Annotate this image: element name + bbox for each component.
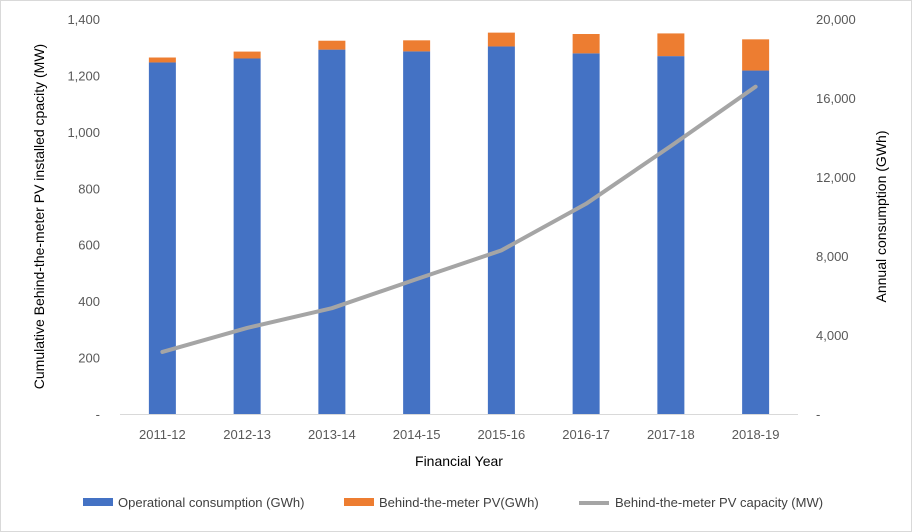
bar-operational-consumption [487,46,515,414]
left-axis-tick-label: 600 [78,238,100,253]
left-axis-tick-label: 800 [78,181,100,196]
x-axis-tick-label: 2014-15 [393,427,441,442]
right-axis-tick-label: 4,000 [816,328,849,343]
x-axis-ticks: 2011-12 2012-13 2013-14 2014-15 2015-16 2016-… [139,427,779,442]
bar-operational-consumption [318,49,346,415]
x-axis-tick-label: 2013-14 [308,427,356,442]
right-axis-tick-label: 12,000 [816,170,856,185]
bar-behind-the-meter-pv [657,33,685,57]
bar-behind-the-meter-pv [403,40,431,52]
legend: Operational consumption (GWh) Behind-the… [83,495,823,510]
bar-behind-the-meter-pv [572,34,600,54]
bar-behind-the-meter-pv [233,51,261,59]
right-axis-tick-label: 8,000 [816,249,849,264]
legend-label-pv-capacity: Behind-the-meter PV capacity (MW) [615,495,823,510]
left-axis-tick-label: 1,000 [67,125,100,140]
y-axis-title-left: Cumulative Behind-the-meter PV installed… [31,44,47,389]
x-axis-tick-label: 2011-12 [139,427,186,442]
bar-operational-consumption [572,53,600,415]
bar-behind-the-meter-pv [148,57,176,63]
x-axis-tick-label: 2012-13 [223,427,271,442]
right-axis-ticks: - 4,000 8,000 12,000 16,000 20,000 [816,12,856,422]
legend-swatch-btm-pv [344,498,374,506]
right-axis-tick-label: 16,000 [816,91,856,106]
bar-operational-consumption [742,70,770,415]
x-axis-title: Financial Year [415,453,503,469]
legend-label-btm-pv: Behind-the-meter PV(GWh) [379,495,539,510]
left-axis-tick-label: 400 [78,294,100,309]
legend-label-operational: Operational consumption (GWh) [118,495,304,510]
bar-behind-the-meter-pv [742,39,770,71]
right-axis-tick-label: - [816,407,820,422]
left-axis-tick-label: - [96,407,100,422]
x-axis-tick-label: 2015-16 [478,427,526,442]
bar-behind-the-meter-pv [487,32,515,47]
left-axis-tick-label: 1,400 [67,12,100,27]
x-axis-tick-label: 2017-18 [647,427,695,442]
bar-operational-consumption [403,51,431,414]
bars-group [148,32,770,415]
left-axis-ticks: - 200 400 600 800 1,000 1,200 1,400 [67,12,100,422]
bar-operational-consumption [148,62,176,414]
bar-operational-consumption [657,56,685,414]
pv-capacity-line [160,84,758,354]
legend-swatch-operational [83,498,113,506]
y-axis-title-right: Annual consumption (GWh) [873,131,889,303]
x-axis-tick-label: 2016-17 [562,427,610,442]
x-axis-tick-label: 2018-19 [732,427,780,442]
left-axis-tick-label: 200 [78,351,100,366]
bar-behind-the-meter-pv [318,40,346,50]
bar-operational-consumption [233,58,261,414]
right-axis-tick-label: 20,000 [816,12,856,27]
left-axis-tick-label: 1,200 [67,68,100,83]
